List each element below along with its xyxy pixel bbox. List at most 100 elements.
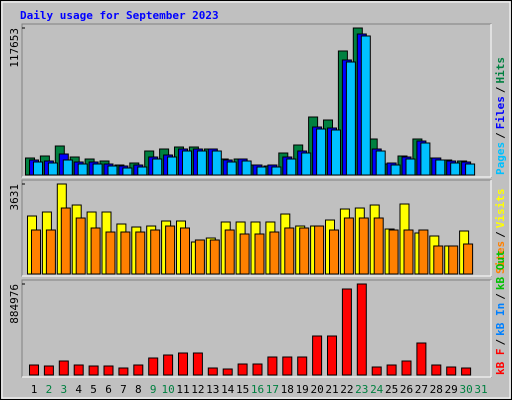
legend-entry: Hits xyxy=(494,57,507,84)
bar xyxy=(58,360,69,376)
bar xyxy=(316,128,327,176)
bar xyxy=(373,217,384,275)
bar xyxy=(90,227,101,275)
bar xyxy=(345,61,356,176)
bar xyxy=(331,129,341,176)
x-tick-label: 8 xyxy=(135,383,142,396)
bar xyxy=(118,367,129,376)
chart-title: Daily usage for September 2023 xyxy=(20,9,219,22)
x-tick-label: 15 xyxy=(236,383,249,396)
bar xyxy=(133,364,144,376)
bar xyxy=(165,225,176,275)
legend-entry: Visits xyxy=(494,189,507,229)
bar xyxy=(196,150,207,176)
bar xyxy=(88,365,99,376)
x-tick-label: 21 xyxy=(325,383,338,396)
bar xyxy=(360,35,371,176)
bar xyxy=(224,229,235,275)
legend-separator: / xyxy=(494,132,507,139)
bar xyxy=(73,364,84,376)
bar xyxy=(135,231,146,275)
bar xyxy=(62,159,73,176)
x-tick-label: 6 xyxy=(105,383,112,396)
x-tick-label: 18 xyxy=(281,383,294,396)
bar xyxy=(386,364,397,376)
bar xyxy=(43,365,54,376)
x-tick-label: 20 xyxy=(310,383,323,396)
bar xyxy=(178,352,188,376)
x-tick-label: 1 xyxy=(31,383,38,396)
x-tick-label: 2 xyxy=(46,383,53,396)
bar xyxy=(105,231,116,275)
bar xyxy=(122,167,133,176)
bar xyxy=(329,229,339,275)
x-tick-label: 16 xyxy=(251,383,264,396)
bar xyxy=(420,142,431,176)
bar xyxy=(375,150,386,176)
legend-entry: Pages xyxy=(494,142,507,175)
bar xyxy=(252,363,263,376)
x-tick-label: 17 xyxy=(266,383,279,396)
bar xyxy=(388,229,399,275)
x-tick-label: 12 xyxy=(191,383,204,396)
bar xyxy=(450,162,461,176)
x-tick-label: 24 xyxy=(370,383,384,396)
bar xyxy=(254,233,265,275)
x-tick-label: 9 xyxy=(150,383,157,396)
bar xyxy=(446,366,457,376)
bar xyxy=(403,229,414,275)
bar xyxy=(390,164,401,176)
bar xyxy=(148,357,159,376)
legend-separator: / xyxy=(494,293,507,300)
bar xyxy=(237,363,248,376)
y-tick-label: 884976 xyxy=(8,284,21,324)
bar xyxy=(465,163,476,176)
legend-entry: Files xyxy=(494,96,507,129)
x-tick-label: 19 xyxy=(296,383,309,396)
bar xyxy=(301,152,312,176)
bar xyxy=(92,163,103,176)
bar xyxy=(284,227,295,275)
legend: Sites / Visits xyxy=(494,189,507,275)
bar xyxy=(314,225,325,275)
legend-entry: kB F xyxy=(494,349,507,376)
bar xyxy=(192,352,203,376)
bar xyxy=(29,364,39,376)
bar xyxy=(405,158,416,176)
bar xyxy=(152,158,163,176)
legend-separator: / xyxy=(494,86,507,93)
bar xyxy=(371,366,382,376)
x-tick-label: 11 xyxy=(176,383,189,396)
x-tick-label: 30 xyxy=(459,383,472,396)
bar xyxy=(226,161,237,176)
legend-separator: / xyxy=(494,339,507,346)
bar xyxy=(239,233,250,275)
x-tick-label: 4 xyxy=(75,383,82,396)
x-tick-label: 7 xyxy=(120,383,127,396)
x-tick-label: 3 xyxy=(60,383,67,396)
bar xyxy=(120,231,131,275)
bar xyxy=(343,217,354,275)
bar xyxy=(60,207,71,275)
legend-separator: / xyxy=(494,231,507,238)
bar xyxy=(75,217,86,275)
bar xyxy=(401,360,412,376)
bar xyxy=(418,229,429,275)
bar xyxy=(358,217,369,275)
bar xyxy=(431,364,442,376)
bar xyxy=(267,356,278,376)
bar xyxy=(33,161,43,176)
bar xyxy=(182,150,192,176)
bar xyxy=(150,229,161,275)
bar xyxy=(180,227,190,275)
bar xyxy=(222,368,233,376)
bar xyxy=(167,156,178,176)
x-tick-label: 28 xyxy=(430,383,443,396)
bar xyxy=(209,239,220,275)
x-tick-label: 31 xyxy=(474,383,487,396)
x-tick-label: 25 xyxy=(385,383,398,396)
bar xyxy=(461,367,472,376)
bar xyxy=(211,150,222,176)
bar xyxy=(312,335,323,376)
